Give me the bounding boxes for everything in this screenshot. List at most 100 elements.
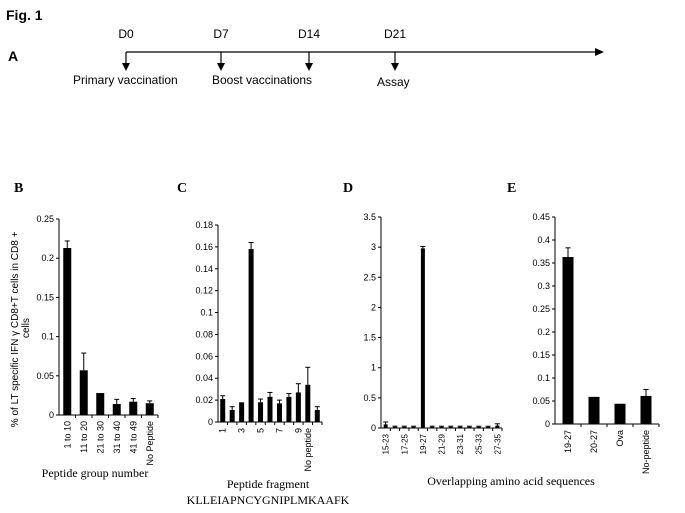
chart-c-sequence: KLLEIAPNCYGNIPLMKAAFK xyxy=(187,493,350,507)
chart-b-bar xyxy=(145,403,154,415)
chart-d-y-tick-label: 2 xyxy=(371,302,376,312)
chart-c-x-tick-label: 5 xyxy=(256,428,266,433)
chart-d-bar xyxy=(420,248,425,428)
chart-d-x-tick-label: 21-29 xyxy=(438,433,447,454)
chart-c-y-tick-label: 0.12 xyxy=(195,286,213,296)
chart-b-bar xyxy=(112,404,121,415)
chart-c-y-tick-label: 0.16 xyxy=(195,242,213,252)
chart-d-y-tick-label: 0 xyxy=(371,423,376,433)
chart-c-y-tick-label: 0.18 xyxy=(195,220,213,230)
chart-b-y-tick-label: 0.15 xyxy=(36,292,54,302)
chart-b-y-tick-label: 0.1 xyxy=(41,332,54,342)
event-boost-vaccinations: Boost vaccinations xyxy=(212,73,312,87)
chart-c-bar xyxy=(305,384,311,422)
event-primary-vaccination: Primary vaccination xyxy=(73,73,178,87)
panel-label-d: D xyxy=(343,181,353,196)
chart-d-bar xyxy=(486,426,491,428)
chart-c-bar xyxy=(286,396,292,422)
chart-c-y-tick-label: 0.06 xyxy=(195,351,213,361)
chart-b-y-tick-label: 0.05 xyxy=(36,371,54,381)
chart-d-x-tick-label: 25-33 xyxy=(475,433,484,454)
chart-b-y-tick-label: 0 xyxy=(49,410,54,420)
chart-d: 0 0.5 1 1.5 2 2.5 3 3.5 15-23 17-25 19-27 21-29 23-3… xyxy=(363,212,503,454)
chart-d-y-tick-label: 1.5 xyxy=(363,333,376,343)
chart-e-y-tick-label: 0.25 xyxy=(532,304,550,314)
chart-c-x-tick-label: 3 xyxy=(237,428,247,433)
chart-c-bar xyxy=(276,403,282,422)
chart-e-x-tick-label: No-peptide xyxy=(641,430,651,474)
chart-e-bar xyxy=(640,395,652,424)
chart-e-y-tick-label: 0.05 xyxy=(532,396,550,406)
chart-e-x-tick-label: Ova xyxy=(615,430,625,447)
chart-d-y-tick-label: 2.5 xyxy=(363,272,376,282)
chart-d-bar xyxy=(458,426,463,428)
chart-b-y-axis-label-text: % of LT specific IFN γ CD8+T cells in CD… xyxy=(10,231,21,427)
chart-e-y-tick-label: 0.4 xyxy=(537,235,550,245)
chart-c-x-tick-label: 9 xyxy=(293,428,303,433)
timeline: D0 D7 D14 D21 Primary vaccination Boost … xyxy=(73,27,604,89)
chart-d-bar xyxy=(467,426,472,428)
chart-c-y-tick-label: 0.14 xyxy=(195,264,213,274)
chart-e-x-tick-label: 20-27 xyxy=(589,430,599,453)
chart-e-bar xyxy=(614,403,626,424)
panel-label-c: C xyxy=(177,181,187,196)
chart-d-bar xyxy=(392,426,397,428)
chart-e-y-tick-label: 0 xyxy=(545,419,550,429)
panel-label-b: B xyxy=(14,181,23,196)
day-arrow-d7 xyxy=(217,52,225,71)
chart-e-y-tick-label: 0.15 xyxy=(532,350,550,360)
chart-d-bar xyxy=(439,426,444,428)
chart-e-y-tick-label: 0.35 xyxy=(532,258,550,268)
chart-c-y-tick-label: 0 xyxy=(208,417,213,427)
day-label-d0: D0 xyxy=(118,27,134,41)
day-arrow-d21 xyxy=(391,52,399,71)
chart-c-bar xyxy=(258,402,264,422)
chart-b-bar xyxy=(129,401,138,415)
chart-c-x-axis-label: Peptide fragment xyxy=(227,477,310,491)
chart-d-x-tick-label: 23-31 xyxy=(456,433,465,454)
chart-d-y-tick-label: 3.5 xyxy=(363,212,376,222)
chart-b-x-tick-label: 21 to 30 xyxy=(95,421,105,454)
chart-c-x-tick-label: 7 xyxy=(274,428,284,433)
figure-label: Fig. 1 xyxy=(6,7,43,23)
chart-e-y-tick-label: 0.1 xyxy=(537,373,550,383)
chart-d-x-axis-label: Overlapping amino acid sequences xyxy=(427,474,595,488)
day-label-d14: D14 xyxy=(298,27,320,41)
day-arrow-d14 xyxy=(305,52,313,71)
chart-b-x-tick-label: 1 to 10 xyxy=(62,421,72,449)
chart-e-y-tick-label: 0.3 xyxy=(537,281,550,291)
chart-c-bar xyxy=(239,402,245,422)
chart-c: 0 0.02 0.04 0.06 0.08 0.1 0.12 0.14 0.16 0.18 1 3 5 7… xyxy=(195,220,323,472)
chart-b-bar xyxy=(79,370,88,415)
day-arrow-d0 xyxy=(122,52,130,71)
chart-c-bar xyxy=(267,396,273,422)
chart-c-bar xyxy=(248,249,254,422)
chart-b-y-axis-label-text-line2: cells xyxy=(21,318,32,338)
chart-e-y-tick-label: 0.45 xyxy=(532,212,550,222)
chart-b-x-tick-label: No Peptide xyxy=(145,421,155,466)
chart-e-bar xyxy=(588,396,600,424)
chart-c-x-tick-label: No peptide xyxy=(303,428,313,472)
chart-d-bar xyxy=(383,424,388,428)
chart-b-x-tick-label: 31 to 40 xyxy=(112,421,122,454)
chart-b-x-tick-label: 11 to 20 xyxy=(79,421,89,453)
chart-b-x-tick-label: 41 to 49 xyxy=(128,421,138,454)
chart-b: 0 0.05 0.1 0.15 0.2 0.25 1 to 10 11 to 20 21 to … xyxy=(36,214,159,466)
chart-b-y-axis-label: % of LT specific IFN γ CD8+T cells in CD… xyxy=(10,229,32,427)
chart-b-bar xyxy=(63,248,72,415)
chart-d-x-tick-label: 19-27 xyxy=(419,433,428,454)
chart-e-y-tick-label: 0.2 xyxy=(537,327,550,337)
chart-c-bar xyxy=(229,409,235,422)
chart-e: 0 0.05 0.1 0.15 0.2 0.25 0.3 0.35 0.4 0.45 19-27 20… xyxy=(532,212,660,474)
chart-d-bar xyxy=(411,426,416,428)
chart-e-x-tick-label: 19-27 xyxy=(563,430,573,453)
chart-b-y-tick-label: 0.25 xyxy=(36,214,54,224)
chart-c-y-tick-label: 0.1 xyxy=(200,308,213,318)
chart-d-y-tick-label: 3 xyxy=(371,242,376,252)
chart-d-bar xyxy=(495,425,500,428)
chart-c-bar xyxy=(314,409,320,422)
chart-d-bar xyxy=(430,426,435,428)
chart-b-bar xyxy=(96,393,105,415)
